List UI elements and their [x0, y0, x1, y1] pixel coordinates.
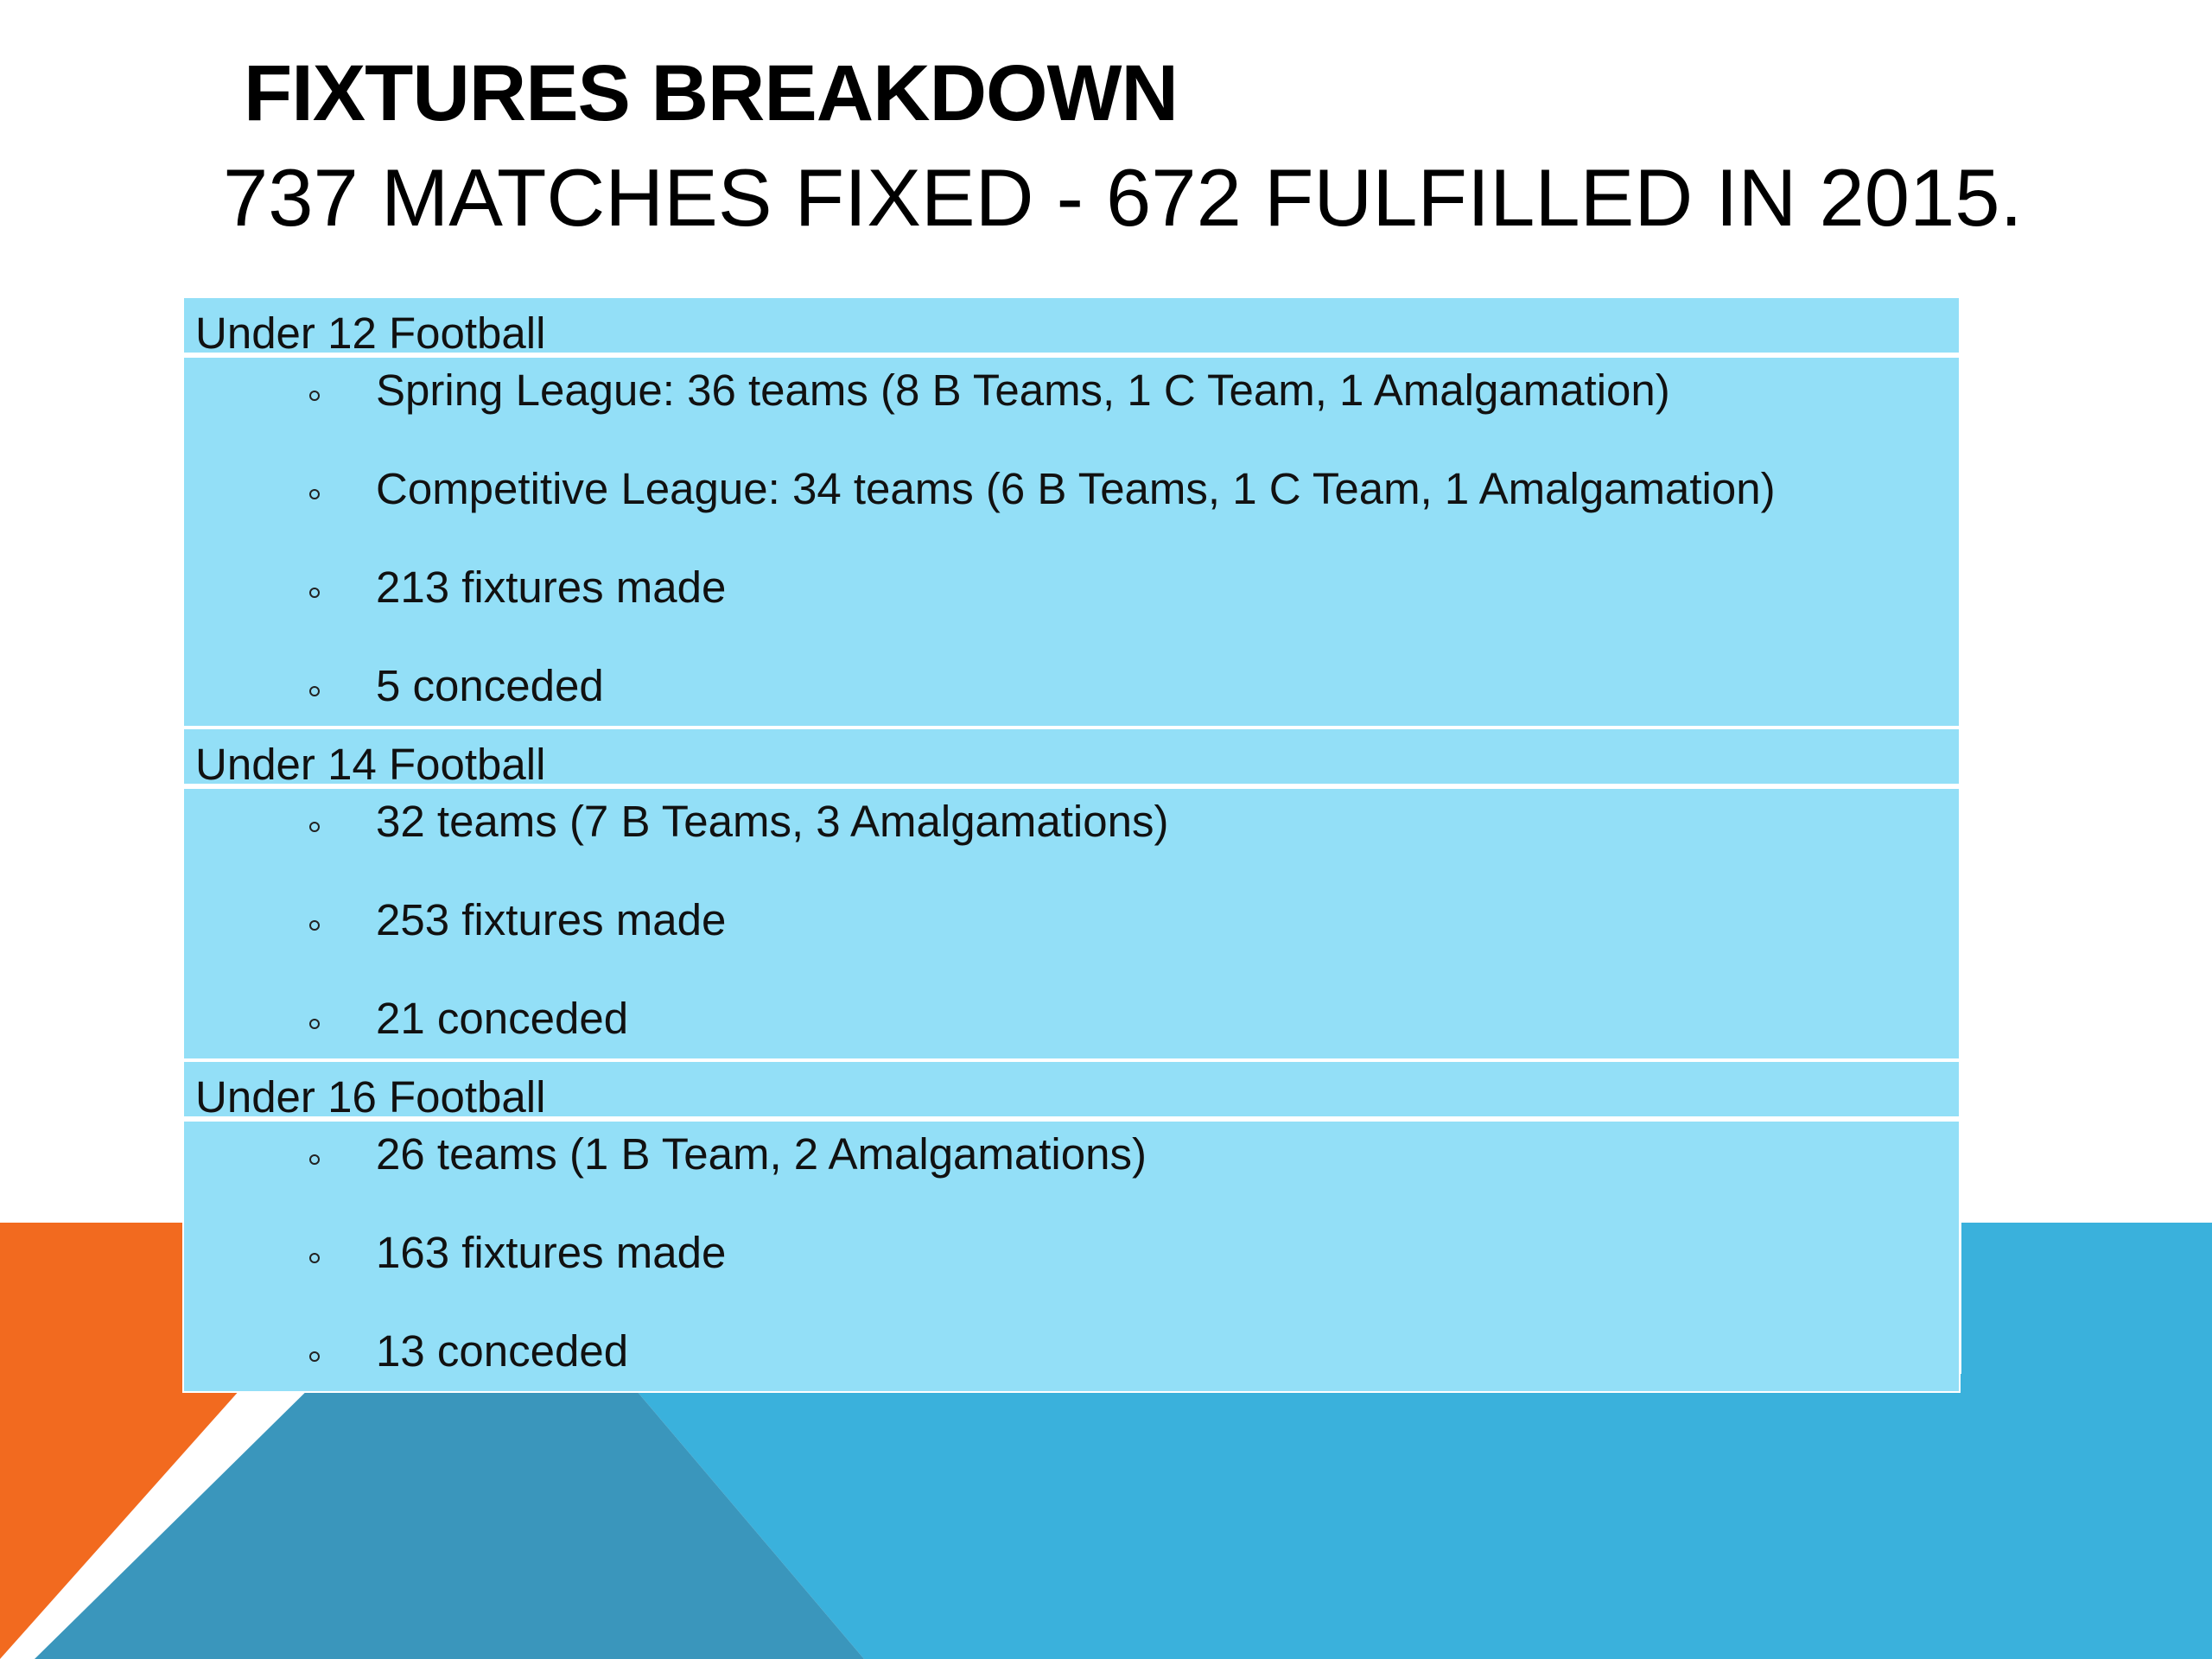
- section-heading: Under 14 Football: [195, 740, 546, 789]
- section-body-under-12: Spring League: 36 teams (8 B Teams, 1 C …: [184, 358, 1959, 726]
- circle-bullet-icon: [309, 1351, 320, 1362]
- list-item: 5 conceded: [184, 660, 1959, 726]
- circle-bullet-icon: [309, 391, 320, 401]
- circle-bullet-icon: [309, 588, 320, 598]
- list-item: 163 fixtures made: [184, 1227, 1959, 1325]
- section-body-under-14: 32 teams (7 B Teams, 3 Amalgamations) 25…: [184, 789, 1959, 1058]
- list-item: 13 conceded: [184, 1325, 1959, 1391]
- circle-bullet-icon: [309, 686, 320, 696]
- circle-bullet-icon: [309, 920, 320, 931]
- list-item: Competitive League: 34 teams (6 B Teams,…: [184, 463, 1959, 562]
- circle-bullet-icon: [309, 1019, 320, 1029]
- section-heading: Under 16 Football: [195, 1072, 546, 1122]
- circle-bullet-icon: [309, 822, 320, 832]
- list-item: 32 teams (7 B Teams, 3 Amalgamations): [184, 796, 1959, 894]
- list-item: 253 fixtures made: [184, 894, 1959, 993]
- section-header-under-12: Under 12 Football: [184, 298, 1959, 358]
- list-item: Spring League: 36 teams (8 B Teams, 1 C …: [184, 365, 1959, 463]
- list-item: 26 teams (1 B Team, 2 Amalgamations): [184, 1128, 1959, 1227]
- circle-bullet-icon: [309, 1253, 320, 1263]
- blue-band: [622, 1223, 2212, 1659]
- list-item: 213 fixtures made: [184, 562, 1959, 660]
- slide-subtitle: 737 MATCHES FIXED - 672 FULFILLED IN 201…: [223, 152, 2023, 243]
- fixtures-table: Under 12 Football Spring League: 36 team…: [182, 296, 1961, 1393]
- circle-bullet-icon: [309, 1154, 320, 1165]
- list-item: 21 conceded: [184, 993, 1959, 1058]
- section-header-under-16: Under 16 Football: [184, 1062, 1959, 1122]
- section-body-under-16: 26 teams (1 B Team, 2 Amalgamations) 163…: [184, 1122, 1959, 1391]
- slide-title: FIXTURES BREAKDOWN: [244, 49, 1179, 137]
- dark-blue-triangle: [35, 1374, 864, 1659]
- circle-bullet-icon: [309, 489, 320, 499]
- section-header-under-14: Under 14 Football: [184, 729, 1959, 789]
- section-heading: Under 12 Football: [195, 308, 546, 358]
